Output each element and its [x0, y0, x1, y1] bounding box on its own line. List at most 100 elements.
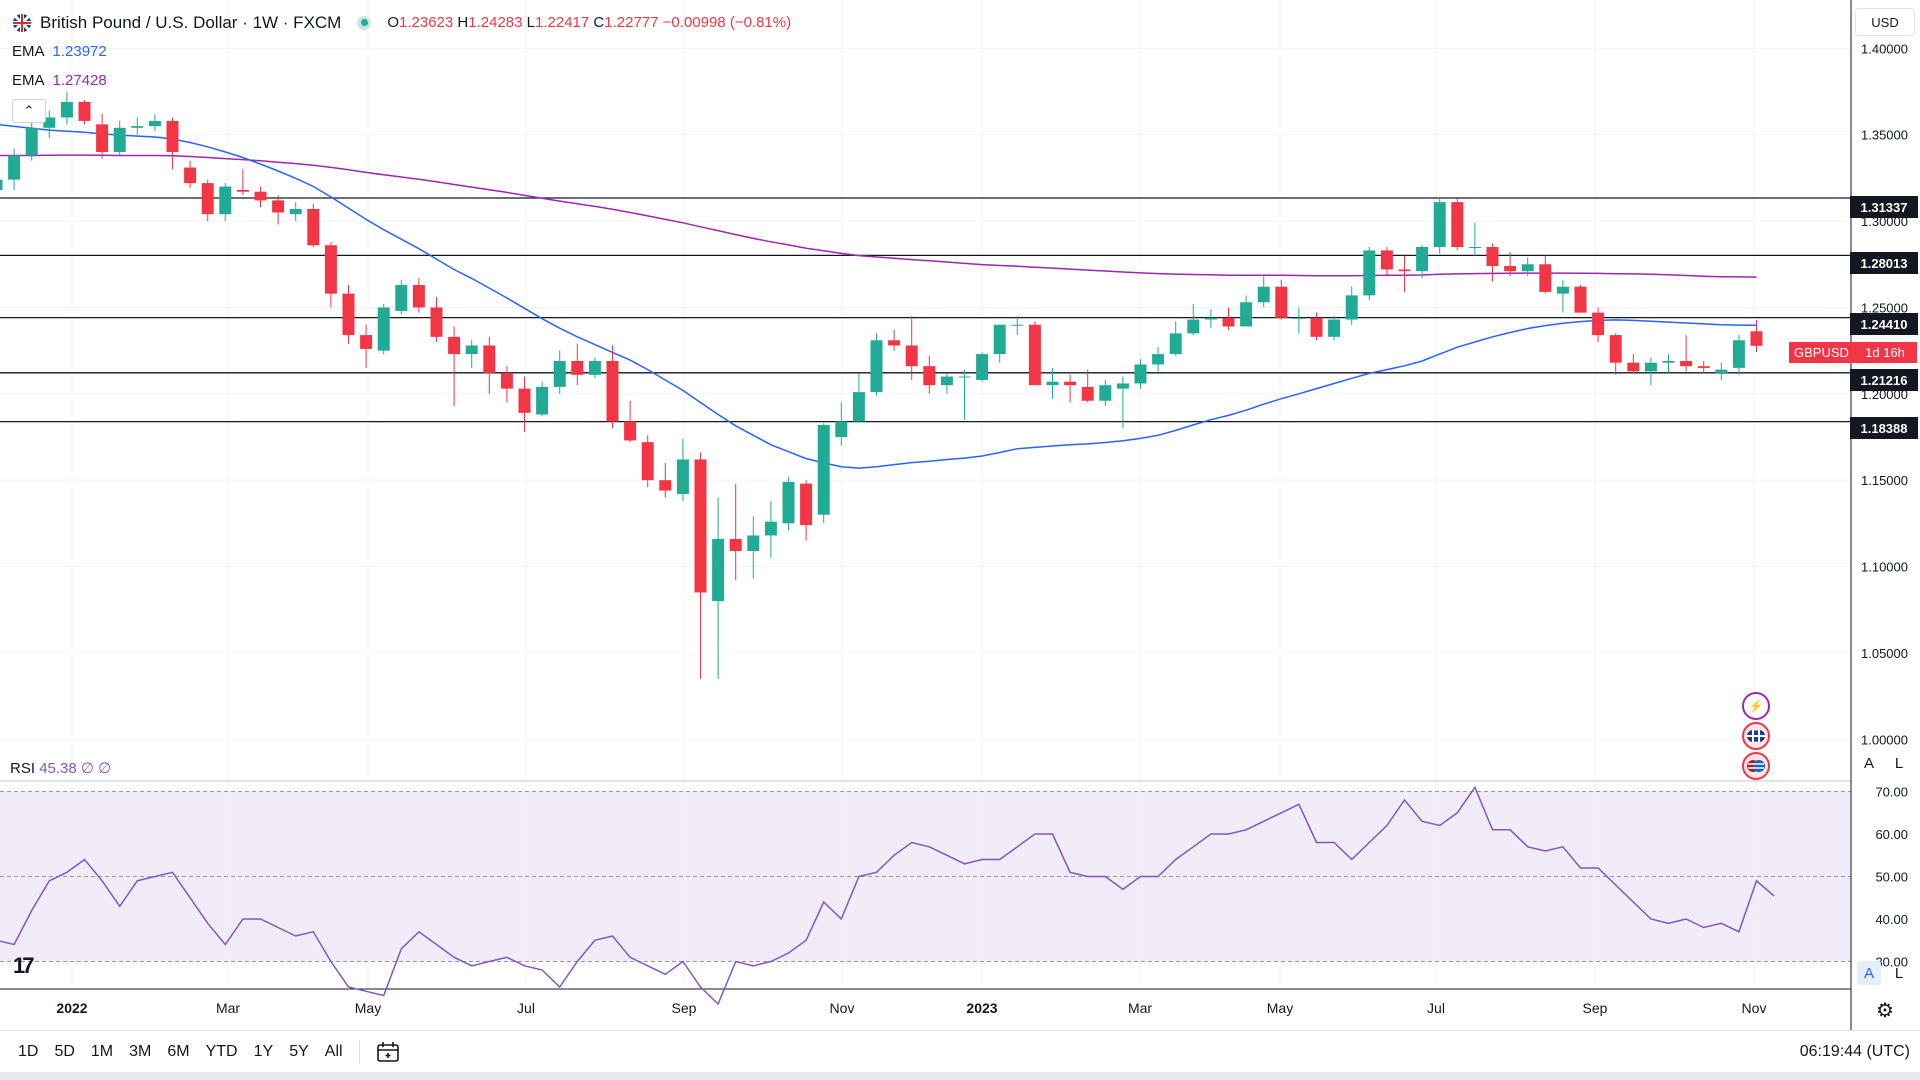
candle-body	[219, 186, 232, 215]
candle-body	[1275, 286, 1288, 318]
level-tag-3: 1.24410	[1850, 313, 1918, 335]
gb-flag-icon	[13, 13, 31, 32]
candle-body	[993, 324, 1006, 355]
candle-body	[360, 335, 373, 349]
timeframe-1y[interactable]: 1Y	[253, 1043, 274, 1060]
timeframe-ytd[interactable]: YTD	[205, 1043, 238, 1060]
settings-gear-icon[interactable]: ⚙	[1876, 999, 1894, 1022]
candle-body	[536, 386, 549, 415]
candle-body	[1064, 381, 1077, 386]
ema-fast-line	[0, 124, 1757, 469]
auto-scale-button-price[interactable]: A	[1863, 754, 1874, 772]
ema-slow-value: 1.27428	[52, 72, 107, 89]
candle-body	[518, 388, 531, 413]
candle-body	[1486, 247, 1499, 266]
change-value: −0.00998 (−0.81%)	[662, 14, 792, 31]
price-tick-label: 1.35000	[1861, 128, 1908, 143]
candle-body	[377, 307, 390, 351]
candle-body	[1116, 383, 1129, 389]
time-tick-label: Mar	[1128, 1000, 1152, 1016]
rsi-tick-label: 30.00	[1875, 955, 1908, 970]
tradingview-logo-icon[interactable]: 17	[13, 953, 35, 978]
candle-body	[624, 421, 637, 441]
ema-slow-label[interactable]: EMA	[12, 72, 45, 89]
timeframe-1m[interactable]: 1M	[90, 1043, 114, 1060]
candle-body	[254, 191, 267, 201]
timeframe-5y[interactable]: 5Y	[289, 1043, 309, 1060]
candle-body	[1257, 286, 1270, 303]
candle-body	[1152, 354, 1165, 365]
candle-body	[1574, 286, 1587, 313]
candle-body	[1750, 331, 1763, 346]
time-tick-label: Jul	[517, 1000, 535, 1016]
candle-body	[1169, 333, 1182, 355]
rsi-label[interactable]: RSI	[10, 760, 36, 777]
candle-body	[747, 535, 760, 551]
candle-body	[606, 361, 619, 422]
candle-body	[1240, 302, 1253, 327]
calendar-range-button[interactable]	[368, 1037, 408, 1067]
time-tick-label: May	[355, 1000, 381, 1016]
candle-body	[201, 183, 214, 215]
gb-flag-icon[interactable]	[1742, 722, 1770, 750]
candle-body	[1468, 247, 1481, 248]
ema-fast-label[interactable]: EMA	[12, 43, 45, 60]
candle-body	[131, 126, 144, 128]
chart-canvas[interactable]: 1.000001.050001.100001.150001.200001.250…	[0, 0, 1920, 1030]
footer-strip	[0, 1072, 1920, 1080]
candle-body	[60, 101, 73, 118]
candle-body	[1028, 324, 1041, 386]
level-tag-2: 1.28013	[1850, 252, 1918, 274]
time-tick-label: Sep	[672, 1000, 697, 1016]
level-tag-1: 1.31337	[1850, 196, 1918, 218]
candle-body	[96, 124, 109, 152]
candle-body	[764, 521, 777, 536]
time-tick-label: 2022	[56, 1000, 87, 1016]
candle-body	[571, 361, 584, 375]
candle-body	[500, 373, 513, 389]
candle-body	[43, 117, 56, 128]
log-scale-button-price[interactable]: L	[1894, 754, 1904, 772]
candle-body	[676, 459, 689, 494]
price-tick-label: 1.05000	[1861, 646, 1908, 661]
candle-body	[1715, 369, 1728, 374]
timeframe-5d[interactable]: 5D	[54, 1043, 75, 1060]
lightning-icon[interactable]: ⚡	[1742, 692, 1770, 720]
candle-body	[1592, 312, 1605, 336]
timeframe-6m[interactable]: 6M	[167, 1043, 190, 1060]
timeframe-3m[interactable]: 3M	[129, 1043, 152, 1060]
candle-body	[412, 285, 425, 308]
candle-body	[712, 538, 725, 602]
candle-body	[1433, 202, 1446, 247]
candle-body	[1011, 324, 1024, 326]
candle-body	[8, 155, 21, 180]
candle-body	[1398, 269, 1411, 272]
high-value: 1.24283	[468, 14, 523, 31]
log-scale-button[interactable]: L	[1894, 964, 1904, 982]
candle-body	[272, 200, 285, 213]
rsi-tick-label: 50.00	[1875, 870, 1908, 885]
currency-button[interactable]: USD	[1855, 8, 1915, 36]
candle-body	[694, 459, 707, 593]
candle-body	[553, 361, 566, 387]
candle-body	[940, 376, 953, 386]
candle-body	[483, 345, 496, 374]
auto-scale-button[interactable]: A	[1857, 961, 1881, 985]
collapse-legend-button[interactable]: ⌃	[12, 99, 46, 123]
level-tag-4: 1.21216	[1850, 369, 1918, 391]
collapse-chevron-icon: ⌃	[23, 103, 35, 118]
candle-body	[835, 421, 848, 437]
timeframe-all[interactable]: All	[324, 1043, 343, 1060]
candle-body	[923, 366, 936, 386]
timeframe-1d[interactable]: 1D	[18, 1043, 39, 1060]
utc-clock[interactable]: 06:19:44 (UTC)	[1799, 1043, 1910, 1060]
rsi-tick-label: 60.00	[1875, 827, 1908, 842]
candle-body	[1380, 250, 1393, 270]
candle-body	[1504, 266, 1517, 272]
candle-body	[1310, 317, 1323, 337]
us-flag-icon[interactable]	[1742, 752, 1770, 780]
symbol-title[interactable]: British Pound / U.S. Dollar · 1W · FXCM	[40, 13, 342, 32]
candle-body	[395, 285, 408, 311]
candle-body	[905, 345, 918, 367]
price-tick-label: 1.40000	[1861, 41, 1908, 56]
